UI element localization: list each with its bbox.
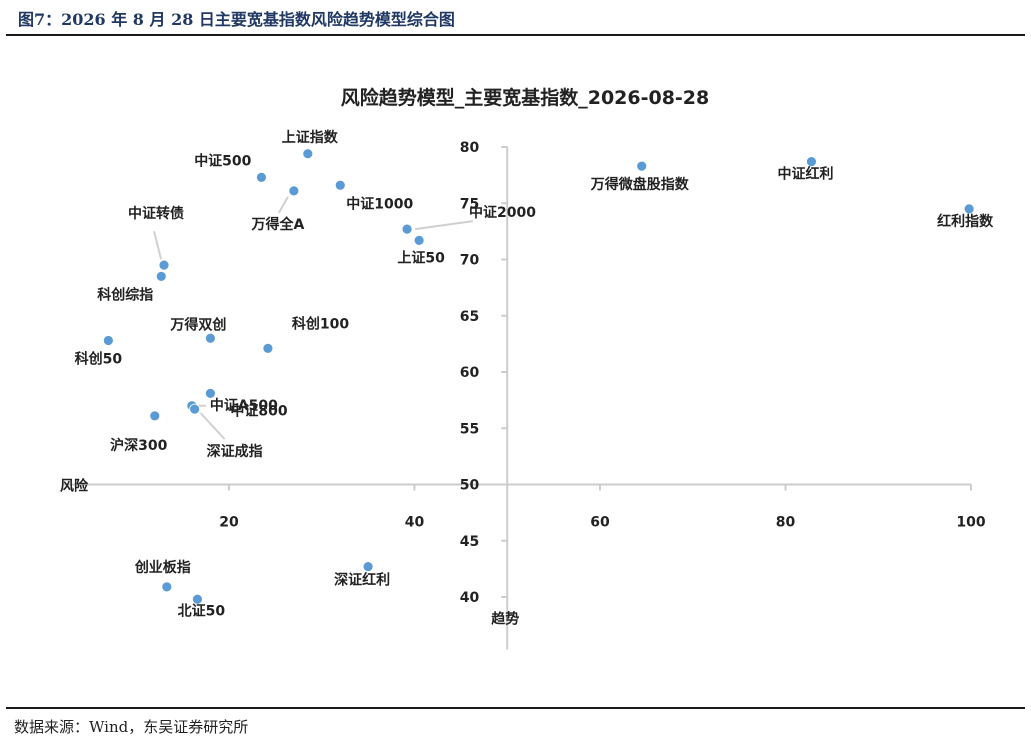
top-rule [6, 34, 1025, 36]
point-label: 红利指数 [937, 213, 994, 230]
point-label: 科创50 [75, 351, 123, 368]
data-point [334, 179, 346, 191]
data-point [102, 335, 114, 346]
point-label: 万得双创 [169, 316, 226, 333]
data-point [262, 342, 274, 354]
point-label: 深证红利 [334, 572, 390, 589]
data-point [158, 259, 170, 271]
y-tick-label: 70 [460, 253, 480, 269]
data-point [401, 223, 413, 235]
data-point [149, 410, 161, 422]
data-point [302, 148, 314, 160]
y-tick-label: 55 [460, 421, 479, 437]
source-note: 数据来源：Wind，东吴证券研究所 [14, 718, 249, 736]
point-label: 科创综指 [97, 286, 153, 303]
data-point [806, 156, 817, 168]
data-point [155, 270, 167, 282]
point-label: 创业板指 [134, 559, 191, 576]
point-label: 科创100 [292, 315, 349, 332]
point-label: 中证2000 [469, 204, 536, 221]
point-label: 中证A500 [210, 397, 278, 414]
y-tick-label: 60 [460, 365, 480, 381]
y-tick-label: 40 [460, 590, 480, 606]
x-tick-label: 100 [956, 515, 985, 531]
data-point [192, 593, 203, 605]
y-tick-label: 45 [460, 534, 479, 550]
x-tick-label: 60 [590, 515, 610, 531]
y-axis-label: 趋势 [491, 611, 519, 628]
leader-lines [153, 196, 474, 440]
y-tick-label: 75 [460, 196, 479, 212]
x-tick-label: 20 [219, 515, 239, 531]
scatter-chart: 风险趋势模型_主要宽基指数_2026-08-28 20 40 60 80 100 40 45… [60, 86, 995, 650]
x-tick-label: 40 [405, 515, 425, 531]
data-points [102, 148, 975, 605]
y-tick-label: 65 [460, 309, 479, 325]
leader-line [153, 230, 163, 260]
point-label: 北证50 [178, 603, 226, 619]
point-label: 上证指数 [282, 129, 339, 146]
point-label: 中证800 [230, 402, 287, 419]
point-label: 深证成指 [207, 443, 263, 460]
x-axis-label: 风险 [60, 478, 89, 495]
data-point [288, 185, 300, 197]
y-tick-label: 50 [460, 478, 480, 494]
bottom-rule [6, 707, 1025, 709]
data-point [189, 403, 201, 415]
point-label: 中证500 [194, 152, 251, 169]
point-label: 万得全A [250, 216, 304, 233]
point-label: 中证转债 [128, 205, 184, 222]
data-point [161, 581, 173, 593]
data-point [256, 171, 267, 183]
chart-title: 风险趋势模型_主要宽基指数_2026-08-28 [341, 86, 710, 109]
figure-header: 图7：2026 年 8 月 28 日主要宽基指数风险趋势模型综合图 [0, 0, 1031, 36]
data-point [362, 561, 374, 573]
point-label: 沪深300 [110, 437, 167, 454]
point-label: 上证50 [397, 250, 445, 266]
data-point [963, 203, 975, 215]
point-label: 万得微盘股指数 [590, 176, 690, 193]
leader-line [278, 196, 289, 214]
data-point [205, 387, 216, 399]
point-label: 中证1000 [346, 195, 413, 212]
data-point [413, 234, 425, 246]
leader-line [199, 412, 226, 440]
axes: 20 40 60 80 100 40 45 50 55 60 65 70 75 80 风险趋势 [60, 140, 986, 650]
point-label: 中证红利 [777, 166, 833, 183]
leader-line [414, 220, 474, 231]
x-tick-label: 80 [776, 515, 796, 531]
y-tick-label: 80 [460, 140, 480, 156]
data-point [636, 160, 648, 172]
figure-caption: 图7：2026 年 8 月 28 日主要宽基指数风险趋势模型综合图 [18, 10, 455, 29]
data-point [205, 332, 216, 344]
